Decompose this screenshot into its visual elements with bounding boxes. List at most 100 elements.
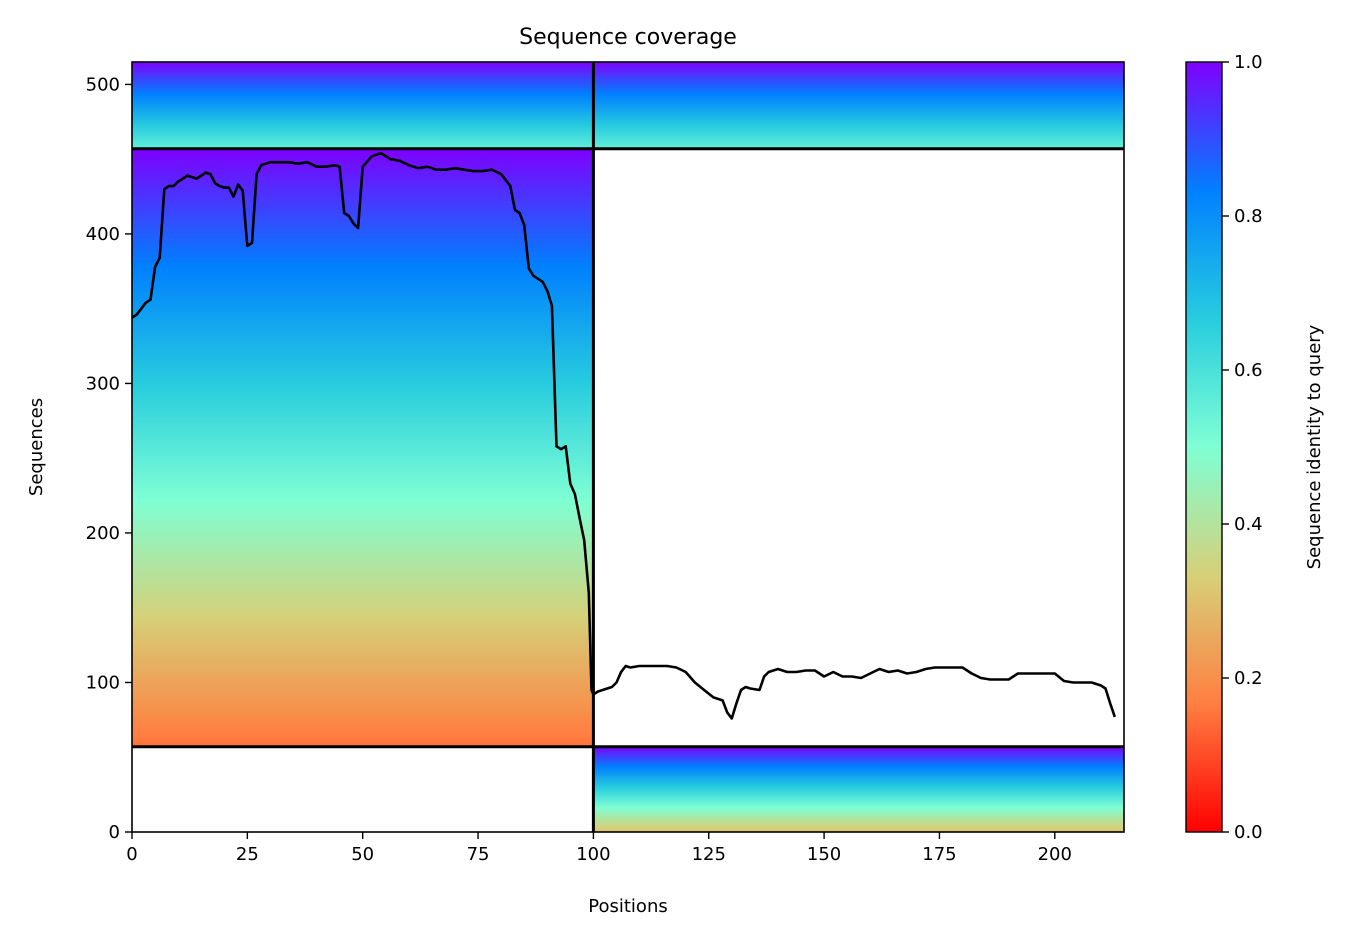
heatmap-row xyxy=(593,818,1124,821)
heatmap-row xyxy=(593,66,1124,69)
heatmap-row xyxy=(132,613,594,616)
heatmap-row xyxy=(593,755,1124,758)
heatmap-row xyxy=(132,646,594,649)
heatmap-row xyxy=(132,138,594,141)
heatmap-row xyxy=(132,704,594,708)
heatmap-row xyxy=(593,142,1124,145)
heatmap-row xyxy=(132,600,594,603)
heatmap-row xyxy=(132,393,594,397)
heatmap-row xyxy=(593,144,1124,147)
heatmap-row xyxy=(132,204,594,207)
heatmap-row xyxy=(593,76,1124,80)
heatmap-row xyxy=(132,603,594,606)
heatmap-row xyxy=(593,106,1124,109)
heatmap-row xyxy=(132,694,594,697)
heatmap-row xyxy=(593,100,1124,103)
heatmap-row xyxy=(132,156,594,159)
heatmap-row xyxy=(132,618,594,621)
heatmap-row xyxy=(132,529,594,533)
heatmap-row xyxy=(593,93,1124,96)
heatmap-row xyxy=(593,805,1124,808)
heatmap-row xyxy=(132,685,594,688)
heatmap-row xyxy=(132,141,594,144)
heatmap-row xyxy=(132,224,594,228)
heatmap-row xyxy=(132,567,594,570)
heatmap-row xyxy=(132,535,594,539)
heatmap-row xyxy=(132,612,594,615)
heatmap-row xyxy=(132,389,594,392)
heatmap-row xyxy=(132,679,594,682)
heatmap-row xyxy=(132,686,594,690)
heatmap-row xyxy=(132,390,594,394)
heatmap-row xyxy=(132,64,594,68)
heatmap-row xyxy=(132,645,594,648)
heatmap-row xyxy=(132,251,594,254)
y-tick-label: 200 xyxy=(86,523,120,544)
heatmap-row xyxy=(132,730,594,733)
heatmap-row xyxy=(132,295,594,298)
heatmap-row xyxy=(132,265,594,268)
heatmap-row xyxy=(132,75,594,78)
heatmap-row xyxy=(132,736,594,739)
heatmap-row xyxy=(132,680,594,684)
heatmap-row xyxy=(132,709,594,712)
heatmap-row xyxy=(132,476,594,479)
heatmap-row xyxy=(132,610,594,613)
heatmap-row xyxy=(132,588,594,591)
heatmap-row xyxy=(132,678,594,681)
heatmap-row xyxy=(132,102,594,105)
heatmap-row xyxy=(132,503,594,506)
coverage-line xyxy=(132,151,1117,720)
heatmap-row xyxy=(132,76,594,80)
heatmap-row xyxy=(593,785,1124,788)
heatmap-row xyxy=(132,675,594,678)
heatmap-row xyxy=(132,636,594,639)
heatmap-row xyxy=(132,346,594,349)
heatmap-row xyxy=(132,456,594,459)
heatmap-row xyxy=(132,157,594,160)
heatmap-row xyxy=(593,96,1124,99)
heatmap-row xyxy=(132,106,594,109)
heatmap-row xyxy=(132,513,594,516)
heatmap-row xyxy=(132,230,594,234)
heatmap-row xyxy=(132,358,594,361)
coverage-heatmap xyxy=(132,62,1124,832)
heatmap-row xyxy=(132,667,594,670)
heatmap-row xyxy=(132,341,594,344)
heatmap-row xyxy=(132,619,594,622)
heatmap-row xyxy=(132,630,594,633)
heatmap-row xyxy=(132,594,594,597)
heatmap-row xyxy=(132,585,594,588)
heatmap-row xyxy=(132,683,594,687)
heatmap-row xyxy=(132,718,594,721)
heatmap-row xyxy=(132,491,594,494)
heatmap-row xyxy=(132,154,594,157)
heatmap-row xyxy=(593,820,1124,823)
heatmap-row xyxy=(132,703,594,706)
colorbar-tick-label: 1.0 xyxy=(1234,52,1263,73)
y-tick-label: 400 xyxy=(86,224,120,245)
heatmap-row xyxy=(132,375,594,379)
heatmap-row xyxy=(132,340,594,343)
x-tick-label: 200 xyxy=(1038,844,1072,865)
heatmap-row xyxy=(132,356,594,359)
heatmap-row xyxy=(132,332,594,335)
heatmap-row xyxy=(132,414,594,417)
heatmap-row xyxy=(593,115,1124,118)
heatmap-row xyxy=(132,583,594,586)
heatmap-row xyxy=(132,434,594,437)
heatmap-row xyxy=(593,87,1124,90)
heatmap-row xyxy=(132,139,594,142)
heatmap-row xyxy=(132,275,594,278)
heatmap-row xyxy=(593,72,1124,75)
heatmap-row xyxy=(132,544,594,548)
heatmap-row xyxy=(132,70,594,74)
heatmap-row xyxy=(132,500,594,503)
colorbar xyxy=(1185,61,1223,833)
heatmap-row xyxy=(132,211,594,214)
heatmap-row xyxy=(593,70,1124,74)
heatmap-row xyxy=(132,117,594,120)
heatmap-row xyxy=(593,779,1124,782)
heatmap-row xyxy=(132,495,594,498)
heatmap-row xyxy=(132,236,594,240)
